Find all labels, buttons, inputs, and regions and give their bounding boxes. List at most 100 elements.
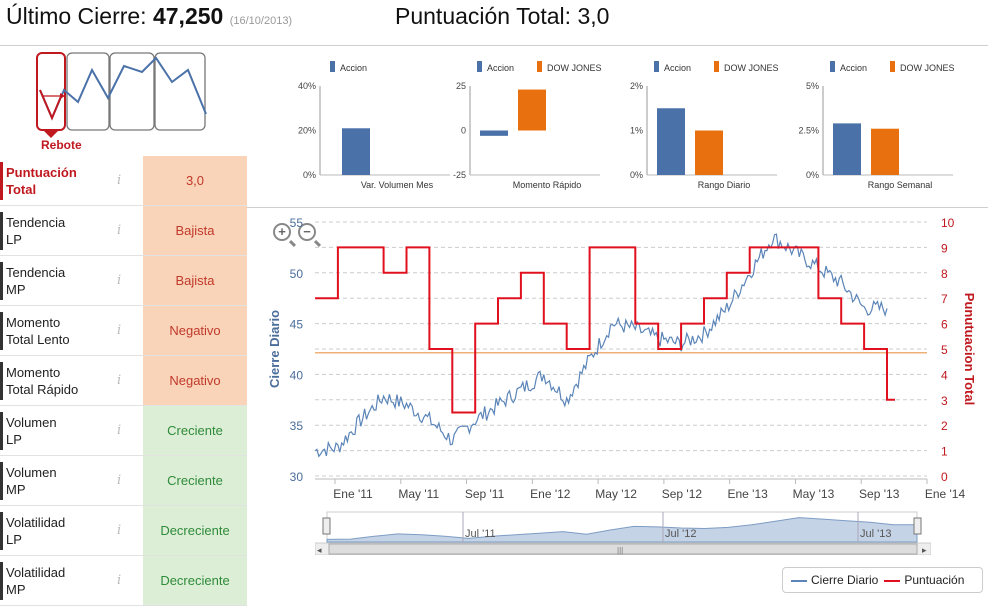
mini-legend-label[interactable]: Accion	[487, 63, 514, 73]
indicator-label: Volumen MP	[6, 464, 57, 498]
indicator-label-line2: LP	[6, 432, 22, 447]
right-tick-label: 2	[941, 419, 948, 433]
last-close-date: (16/10/2013)	[229, 15, 293, 27]
info-icon[interactable]: i	[117, 173, 122, 188]
left-tick-label: 50	[290, 267, 304, 281]
info-icon[interactable]: i	[117, 273, 122, 288]
indicator-label: Volatilidad MP	[6, 564, 65, 598]
navigator-label: Jul '13	[860, 528, 891, 540]
indicator-value: Negativo	[143, 356, 247, 405]
left-tick-label: 35	[290, 419, 304, 433]
scrollbar-grip-icon: |||	[617, 546, 623, 555]
mini-legend-label[interactable]: Accion	[340, 63, 367, 73]
mini-legend-label[interactable]: DOW JONES	[547, 63, 602, 73]
mini-bar[interactable]	[480, 130, 508, 136]
indicator-row[interactable]: Volumen LP i Creciente	[0, 406, 247, 456]
indicator-label-line1: Volumen	[6, 465, 57, 480]
zoom-out-icon[interactable]: −	[298, 223, 316, 241]
mini-legend-swatch	[654, 61, 659, 72]
info-icon[interactable]: i	[117, 373, 122, 388]
mini-bar[interactable]	[695, 130, 723, 176]
row-marker	[0, 512, 3, 550]
indicator-row[interactable]: Momento Total Rápido i Negativo	[0, 356, 247, 406]
mini-chart-0: Accion 40% 20% 0% Var. Volumen Mes	[298, 61, 450, 190]
mini-bar[interactable]	[833, 123, 861, 175]
indicator-row[interactable]: Momento Total Lento i Negativo	[0, 306, 247, 356]
info-icon[interactable]: i	[117, 423, 122, 438]
left-tick-label: 40	[290, 368, 304, 382]
indicator-label-line1: Tendencia	[6, 215, 66, 230]
range-navigator[interactable]: Jul '11 Jul '12 Jul '13 ◂ ▸ |||	[315, 510, 931, 555]
indicator-row[interactable]: Tendencia MP i Bajista	[0, 256, 247, 306]
indicator-label-line1: Volatilidad	[6, 565, 66, 580]
left-tick-label: 45	[290, 318, 304, 332]
x-tick-label: Sep '13	[859, 487, 900, 501]
mini-legend-label[interactable]: DOW JONES	[900, 63, 955, 73]
info-icon[interactable]: i	[117, 473, 122, 488]
mini-bar[interactable]	[342, 128, 370, 175]
indicator-label-line2: MP	[6, 482, 26, 497]
indicator-label: Momento Total Lento	[6, 314, 70, 348]
scroll-right-arrow-icon[interactable]: ▸	[922, 545, 927, 555]
indicator-label: Momento Total Rápido	[6, 364, 78, 398]
total-score-value: 3,0	[577, 3, 610, 29]
rebote-pattern-icon[interactable]: Rebote	[30, 50, 210, 155]
indicator-value: 3,0	[143, 156, 247, 205]
indicator-label-line2: MP	[6, 282, 26, 297]
indicator-label-line2: LP	[6, 532, 22, 547]
mini-legend-label[interactable]: DOW JONES	[724, 63, 779, 73]
info-icon[interactable]: i	[117, 523, 122, 538]
mini-bar[interactable]	[657, 108, 685, 175]
navigator-handle-right[interactable]	[913, 517, 922, 535]
legend-item-cierre[interactable]: Cierre Diario	[791, 573, 878, 587]
indicator-row[interactable]: Tendencia LP i Bajista	[0, 206, 247, 256]
info-icon[interactable]: i	[117, 223, 122, 238]
mini-tick-label: 25	[456, 81, 466, 91]
indicator-row[interactable]: Volatilidad LP i Decreciente	[0, 506, 247, 556]
mini-bar[interactable]	[518, 89, 546, 131]
mini-chart-1: Accion DOW JONES 25 0 -25 Momento Rápido	[453, 61, 602, 190]
right-axis-title: Punutuacion Total	[962, 293, 977, 405]
legend-item-puntuacion[interactable]: Puntuación	[884, 573, 964, 587]
row-marker	[0, 312, 3, 350]
mini-legend-swatch	[477, 61, 482, 72]
indicator-row[interactable]: Volatilidad MP i Decreciente	[0, 556, 247, 606]
scroll-left-arrow-icon[interactable]: ◂	[317, 545, 322, 555]
chart-legend: Cierre Diario Puntuación	[782, 567, 983, 593]
last-close-label: Último Cierre:	[6, 3, 147, 29]
right-tick-label: 1	[941, 445, 948, 459]
mini-legend-swatch	[714, 61, 719, 72]
navigator-label: Jul '12	[665, 528, 696, 540]
mini-tick-label: 2%	[630, 81, 643, 91]
indicator-label: Tendencia LP	[6, 214, 65, 248]
indicator-row[interactable]: Puntuación Total i 3,0	[0, 156, 247, 206]
indicator-row[interactable]: Volumen MP i Creciente	[0, 456, 247, 506]
indicator-label-line1: Volatilidad	[6, 515, 66, 530]
total-score-label: Puntuación Total:	[395, 3, 572, 29]
mini-legend-swatch	[890, 61, 895, 72]
scrollbar-thumb[interactable]	[328, 543, 918, 555]
series-cierre-line[interactable]	[314, 233, 888, 458]
mini-chart-title: Var. Volumen Mes	[361, 180, 434, 190]
mini-bar[interactable]	[871, 128, 899, 175]
indicator-label-line2: MP	[6, 582, 26, 597]
right-tick-label: 3	[941, 394, 948, 408]
indicator-label-line2: Total Rápido	[6, 382, 79, 397]
right-tick-label: 5	[941, 343, 948, 357]
mini-legend-swatch	[330, 61, 335, 72]
mini-legend-label[interactable]: Accion	[664, 63, 691, 73]
indicator-value: Negativo	[143, 306, 247, 355]
info-icon[interactable]: i	[117, 323, 122, 338]
right-tick-label: 0	[941, 470, 948, 484]
indicator-value: Creciente	[143, 456, 247, 505]
mini-legend-label[interactable]: Accion	[840, 63, 867, 73]
zoom-in-icon[interactable]: +	[273, 223, 291, 241]
mini-chart-title: Rango Semanal	[868, 180, 933, 190]
info-icon[interactable]: i	[117, 573, 122, 588]
series-puntuacion-line[interactable]	[315, 246, 895, 414]
indicator-label: Volumen LP	[6, 414, 57, 448]
navigator-handle-left[interactable]	[322, 517, 331, 535]
indicator-label: Puntuación Total	[6, 164, 77, 198]
mini-tick-label: 0%	[303, 170, 316, 180]
